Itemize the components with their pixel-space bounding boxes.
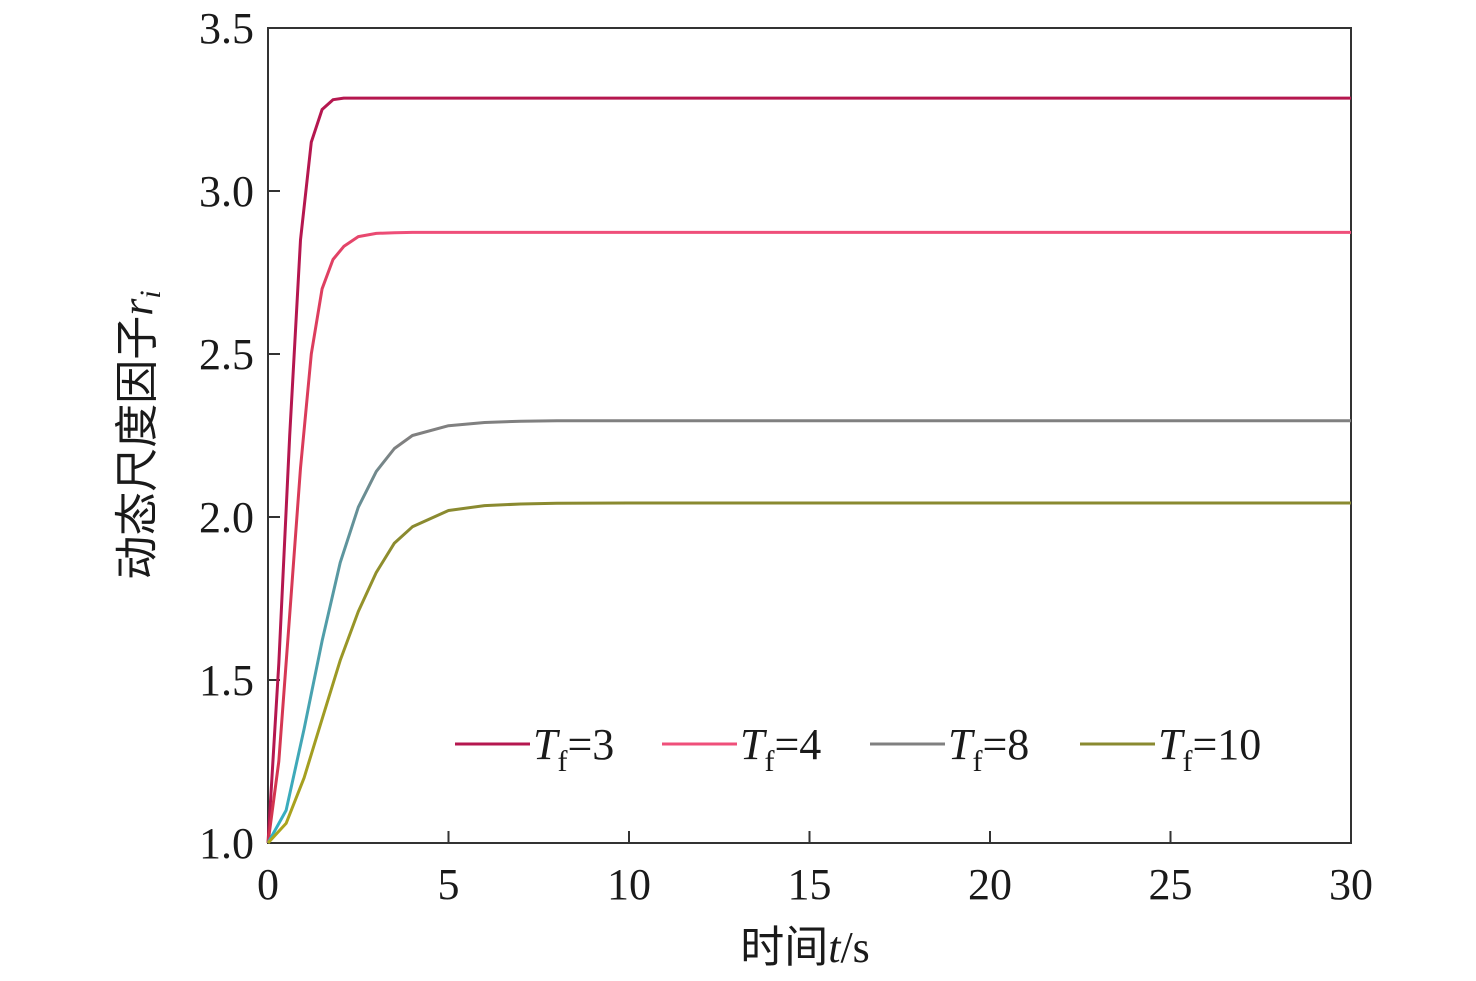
y-tick-label: 3.5 xyxy=(199,4,254,53)
x-tick-label: 15 xyxy=(788,860,832,909)
series-line-2 xyxy=(266,230,1351,844)
y-tick-label: 1.5 xyxy=(199,656,254,705)
legend: Tf=3 Tf=4 Tf=8 Tf=10 xyxy=(455,720,1261,778)
y-tick-label: 2.5 xyxy=(199,330,254,379)
legend-label: Tf=3 xyxy=(533,720,614,778)
x-tick-label: 20 xyxy=(968,860,1012,909)
x-tick-label: 5 xyxy=(438,860,460,909)
y-tick-label: 1.0 xyxy=(199,819,254,868)
x-tick-label: 25 xyxy=(1149,860,1193,909)
x-tick-label: 30 xyxy=(1329,860,1373,909)
y-axis-label: 动态尺度因子ri xyxy=(113,290,167,579)
x-tick-label: 10 xyxy=(607,860,651,909)
series-lines xyxy=(266,96,1351,845)
x-axis-ticks: 0 5 10 15 20 25 30 xyxy=(257,831,1373,909)
y-axis-ticks: 1.0 1.5 2.0 2.5 3.0 3.5 xyxy=(199,4,280,868)
series-line-3 xyxy=(266,419,1351,844)
series-line-4 xyxy=(266,501,1351,845)
legend-label: Tf=10 xyxy=(1158,720,1261,778)
x-tick-label: 0 xyxy=(257,860,279,909)
y-tick-label: 3.0 xyxy=(199,167,254,216)
y-tick-label: 2.0 xyxy=(199,493,254,542)
series-line-1 xyxy=(266,96,1351,844)
x-axis-label: 时间t/s xyxy=(740,923,870,972)
legend-label: Tf=4 xyxy=(740,720,821,778)
legend-label: Tf=8 xyxy=(948,720,1029,778)
